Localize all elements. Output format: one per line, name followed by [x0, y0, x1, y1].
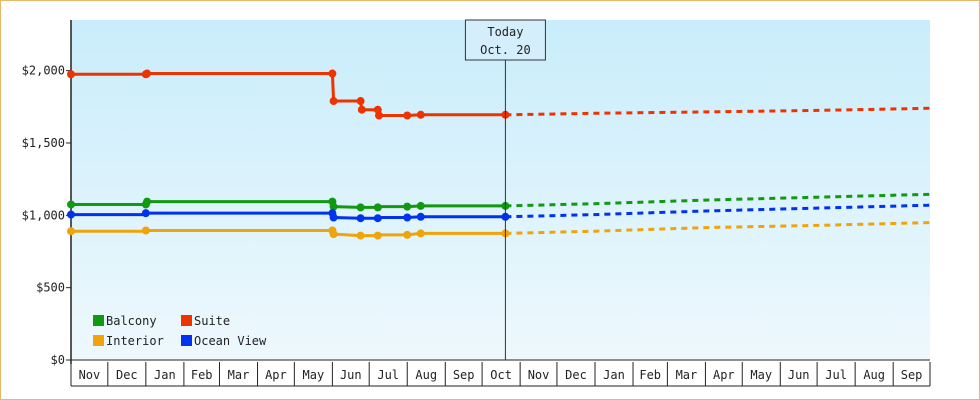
legend-label-interior: Interior — [106, 334, 164, 348]
x-tick-label: Feb — [191, 368, 213, 382]
data-point-suite — [329, 97, 338, 106]
x-tick-label: Sep — [901, 368, 923, 382]
data-point-balcony — [67, 200, 75, 209]
forecast-line-ocean-view — [505, 203, 931, 219]
x-tick-label: Apr — [265, 368, 287, 382]
forecast-line-interior — [505, 221, 931, 235]
data-point-ocean-view — [356, 214, 365, 223]
data-point-suite — [416, 110, 425, 119]
data-point-interior — [356, 231, 365, 240]
x-tick-label: Jan — [154, 368, 176, 382]
legend-swatch-suite — [181, 315, 192, 326]
today-box — [464, 19, 546, 61]
data-point-suite — [356, 97, 365, 106]
data-point-balcony — [356, 203, 365, 212]
data-point-suite — [403, 111, 412, 120]
legend-swatch-ocean-view — [181, 335, 192, 346]
data-point-interior — [403, 230, 412, 239]
x-tick-label: Oct — [490, 368, 512, 382]
x-tick-label: Sep — [453, 368, 475, 382]
data-point-balcony — [329, 202, 338, 211]
x-tick-label: May — [750, 368, 772, 382]
x-tick-label: Dec — [565, 368, 587, 382]
x-tick-label: Jan — [603, 368, 625, 382]
data-point-ocean-view — [373, 214, 382, 223]
data-point-ocean-view — [329, 213, 338, 222]
data-point-interior — [416, 229, 425, 238]
data-point-interior — [141, 226, 150, 235]
axes: $0 $500 $1,000 $1,500 $2,000 Nov Dec Jan Feb Mar A… — [22, 20, 931, 387]
legend: Balcony Suite Interior Ocean View — [93, 314, 267, 348]
x-tick-label: Apr — [713, 368, 735, 382]
x-tick-label: Jun — [788, 368, 810, 382]
data-point-balcony — [403, 202, 412, 211]
today-date-label: Oct. 20 — [480, 43, 531, 57]
x-tick-label: Dec — [116, 368, 138, 382]
x-tick-label: Nov — [79, 368, 101, 382]
x-tick-label: Nov — [528, 368, 550, 382]
data-point-suite — [357, 105, 366, 114]
today-label: Today — [487, 25, 523, 39]
today-marker: Today Oct. 20 — [464, 19, 546, 360]
x-tick-label: Jun — [340, 368, 362, 382]
data-point-balcony — [143, 197, 152, 206]
x-tick-label: Mar — [228, 368, 250, 382]
legend-swatch-balcony — [93, 315, 104, 326]
x-tick-label: Feb — [639, 368, 661, 382]
y-tick-label: $1,000 — [22, 208, 65, 222]
data-point-ocean-view — [67, 210, 75, 219]
forecast-line-balcony — [505, 192, 931, 208]
y-tick-label: $2,000 — [22, 64, 65, 78]
data-point-ocean-view — [403, 213, 412, 222]
x-tick-label: Aug — [863, 368, 885, 382]
x-tick-label: Jul — [825, 368, 847, 382]
y-tick-label: $500 — [36, 281, 65, 295]
legend-label-balcony: Balcony — [106, 314, 157, 328]
x-tick-label: Jul — [377, 368, 399, 382]
data-point-ocean-view — [416, 212, 425, 221]
data-point-interior — [67, 227, 75, 236]
x-tick-label: Aug — [415, 368, 437, 382]
y-tick-label: $1,500 — [22, 136, 65, 150]
plot-area — [71, 20, 930, 360]
data-point-ocean-view — [141, 209, 150, 218]
y-tick-label: $0 — [51, 353, 65, 367]
data-point-balcony — [373, 203, 382, 212]
forecast-line-suite — [505, 106, 931, 117]
series-lines — [67, 69, 931, 240]
legend-label-suite: Suite — [194, 314, 230, 328]
x-tick-label: Mar — [676, 368, 698, 382]
data-point-suite — [67, 70, 75, 79]
data-point-interior — [373, 231, 382, 240]
legend-swatch-interior — [93, 335, 104, 346]
data-point-suite — [328, 69, 337, 78]
data-point-balcony — [416, 201, 425, 210]
data-point-suite — [375, 111, 384, 120]
legend-label-ocean-view: Ocean View — [194, 334, 267, 348]
x-tick-label: May — [303, 368, 325, 382]
data-point-interior — [329, 230, 338, 239]
data-point-suite — [143, 69, 152, 78]
